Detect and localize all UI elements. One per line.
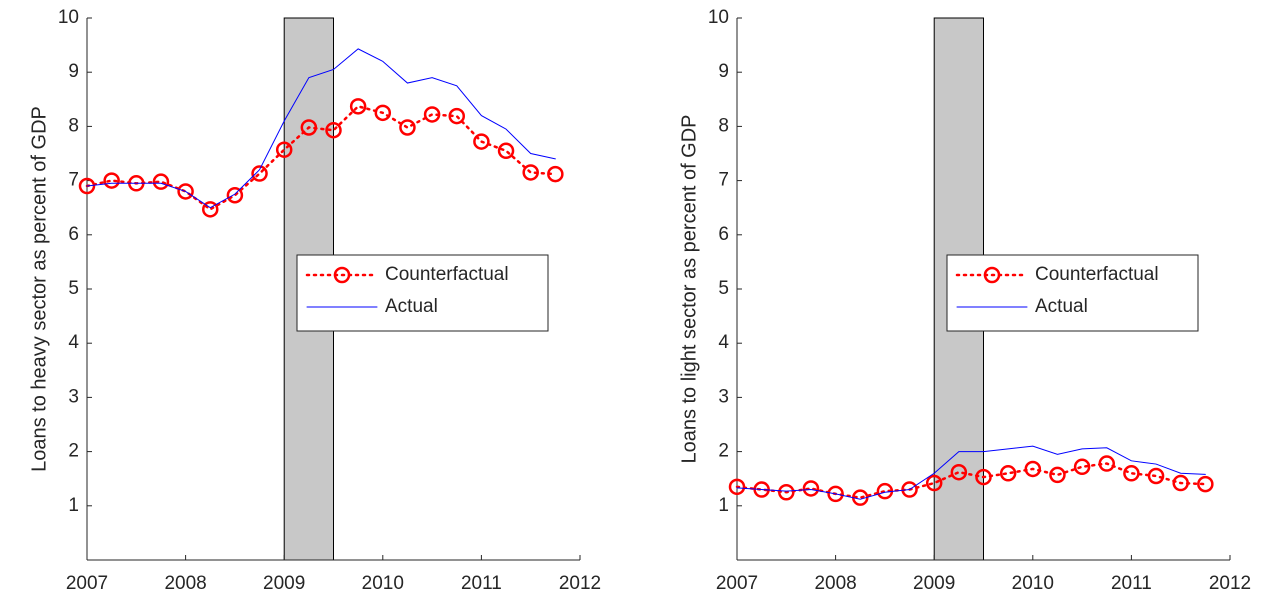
legend-label: Counterfactual [1035,264,1159,285]
y-axis-label: Loans to light sector as percent of GDP [678,114,700,463]
legend-marker [983,266,1001,284]
y-tick-label: 8 [68,115,79,136]
data-point [349,98,367,115]
data-point [251,165,268,182]
data-point [999,465,1017,482]
data-point [901,481,918,498]
legend-marker [333,266,351,284]
y-tick-label: 5 [718,278,729,299]
series-line [86,48,556,209]
y-axis-label: Loans to heavy sector as percent of GDP [28,106,50,472]
panel: 1 2 3 4 5 6 7 8 9 10 2007 2008 2009 2010 2011 2012 Loans… [678,7,1251,594]
data-point [802,480,820,497]
y-tick-label: 9 [68,61,79,82]
y-tick-label: 2 [68,441,79,462]
data-point [522,164,539,181]
data-point [275,141,293,158]
legend-label: Actual [1035,296,1088,317]
data-point [226,186,244,204]
y-tick-label: 7 [718,170,729,191]
x-tick-label: 2007 [716,573,758,594]
data-point [325,121,342,139]
data-point [728,478,746,496]
data-point [300,119,318,136]
data-point [374,104,392,122]
data-point [1123,465,1140,482]
y-tick-label: 3 [68,386,79,407]
legend-label: Counterfactual [385,264,509,285]
data-point [423,106,441,123]
y-tick-label: 8 [718,115,729,136]
legend-label: Actual [385,296,438,317]
data-point [1197,475,1214,493]
data-point [547,165,564,183]
series-line [735,462,1207,499]
x-tick-label: 2007 [66,573,108,594]
y-tick-label: 1 [68,495,79,516]
y-tick-label: 10 [708,7,729,28]
data-point [975,468,992,486]
x-tick-label: 2012 [1209,573,1251,594]
y-tick-label: 10 [58,7,79,28]
y-tick-label: 3 [718,386,729,407]
y-tick-label: 2 [718,441,729,462]
y-tick-label: 7 [68,170,79,191]
data-point [448,107,465,125]
x-tick-label: 2011 [461,573,502,594]
x-tick-label: 2010 [362,573,404,594]
y-tick-label: 1 [718,495,729,516]
data-point [925,474,943,492]
y-tick-label: 4 [68,332,79,353]
data-point [1049,466,1066,484]
data-point [950,463,968,481]
data-point [152,173,170,190]
x-tick-label: 2009 [913,573,955,594]
x-tick-label: 2009 [263,573,305,594]
data-point [778,484,795,501]
y-tick-label: 5 [68,278,79,299]
y-tick-label: 4 [718,332,729,353]
y-tick-label: 9 [718,61,729,82]
panel: 1 2 3 4 5 6 7 8 9 10 2007 2008 2009 2010 2011 2012 Loans… [28,7,601,594]
data-point [1024,460,1042,478]
x-tick-label: 2011 [1111,573,1152,594]
x-tick-label: 2008 [164,573,206,594]
data-point [827,485,844,503]
data-point [103,172,120,189]
data-point [177,183,194,200]
x-tick-label: 2012 [559,573,601,594]
series-line [736,445,1206,500]
data-point [1172,474,1189,492]
y-tick-label: 6 [68,224,79,245]
data-point [1073,458,1091,476]
data-point [1147,467,1165,485]
x-tick-label: 2008 [814,573,856,594]
data-point [202,201,219,218]
data-point [1098,455,1115,472]
y-tick-label: 6 [718,224,729,245]
data-point [399,119,416,136]
data-point [78,177,96,195]
data-point [473,133,490,150]
data-point [497,142,515,160]
x-tick-label: 2010 [1012,573,1054,594]
